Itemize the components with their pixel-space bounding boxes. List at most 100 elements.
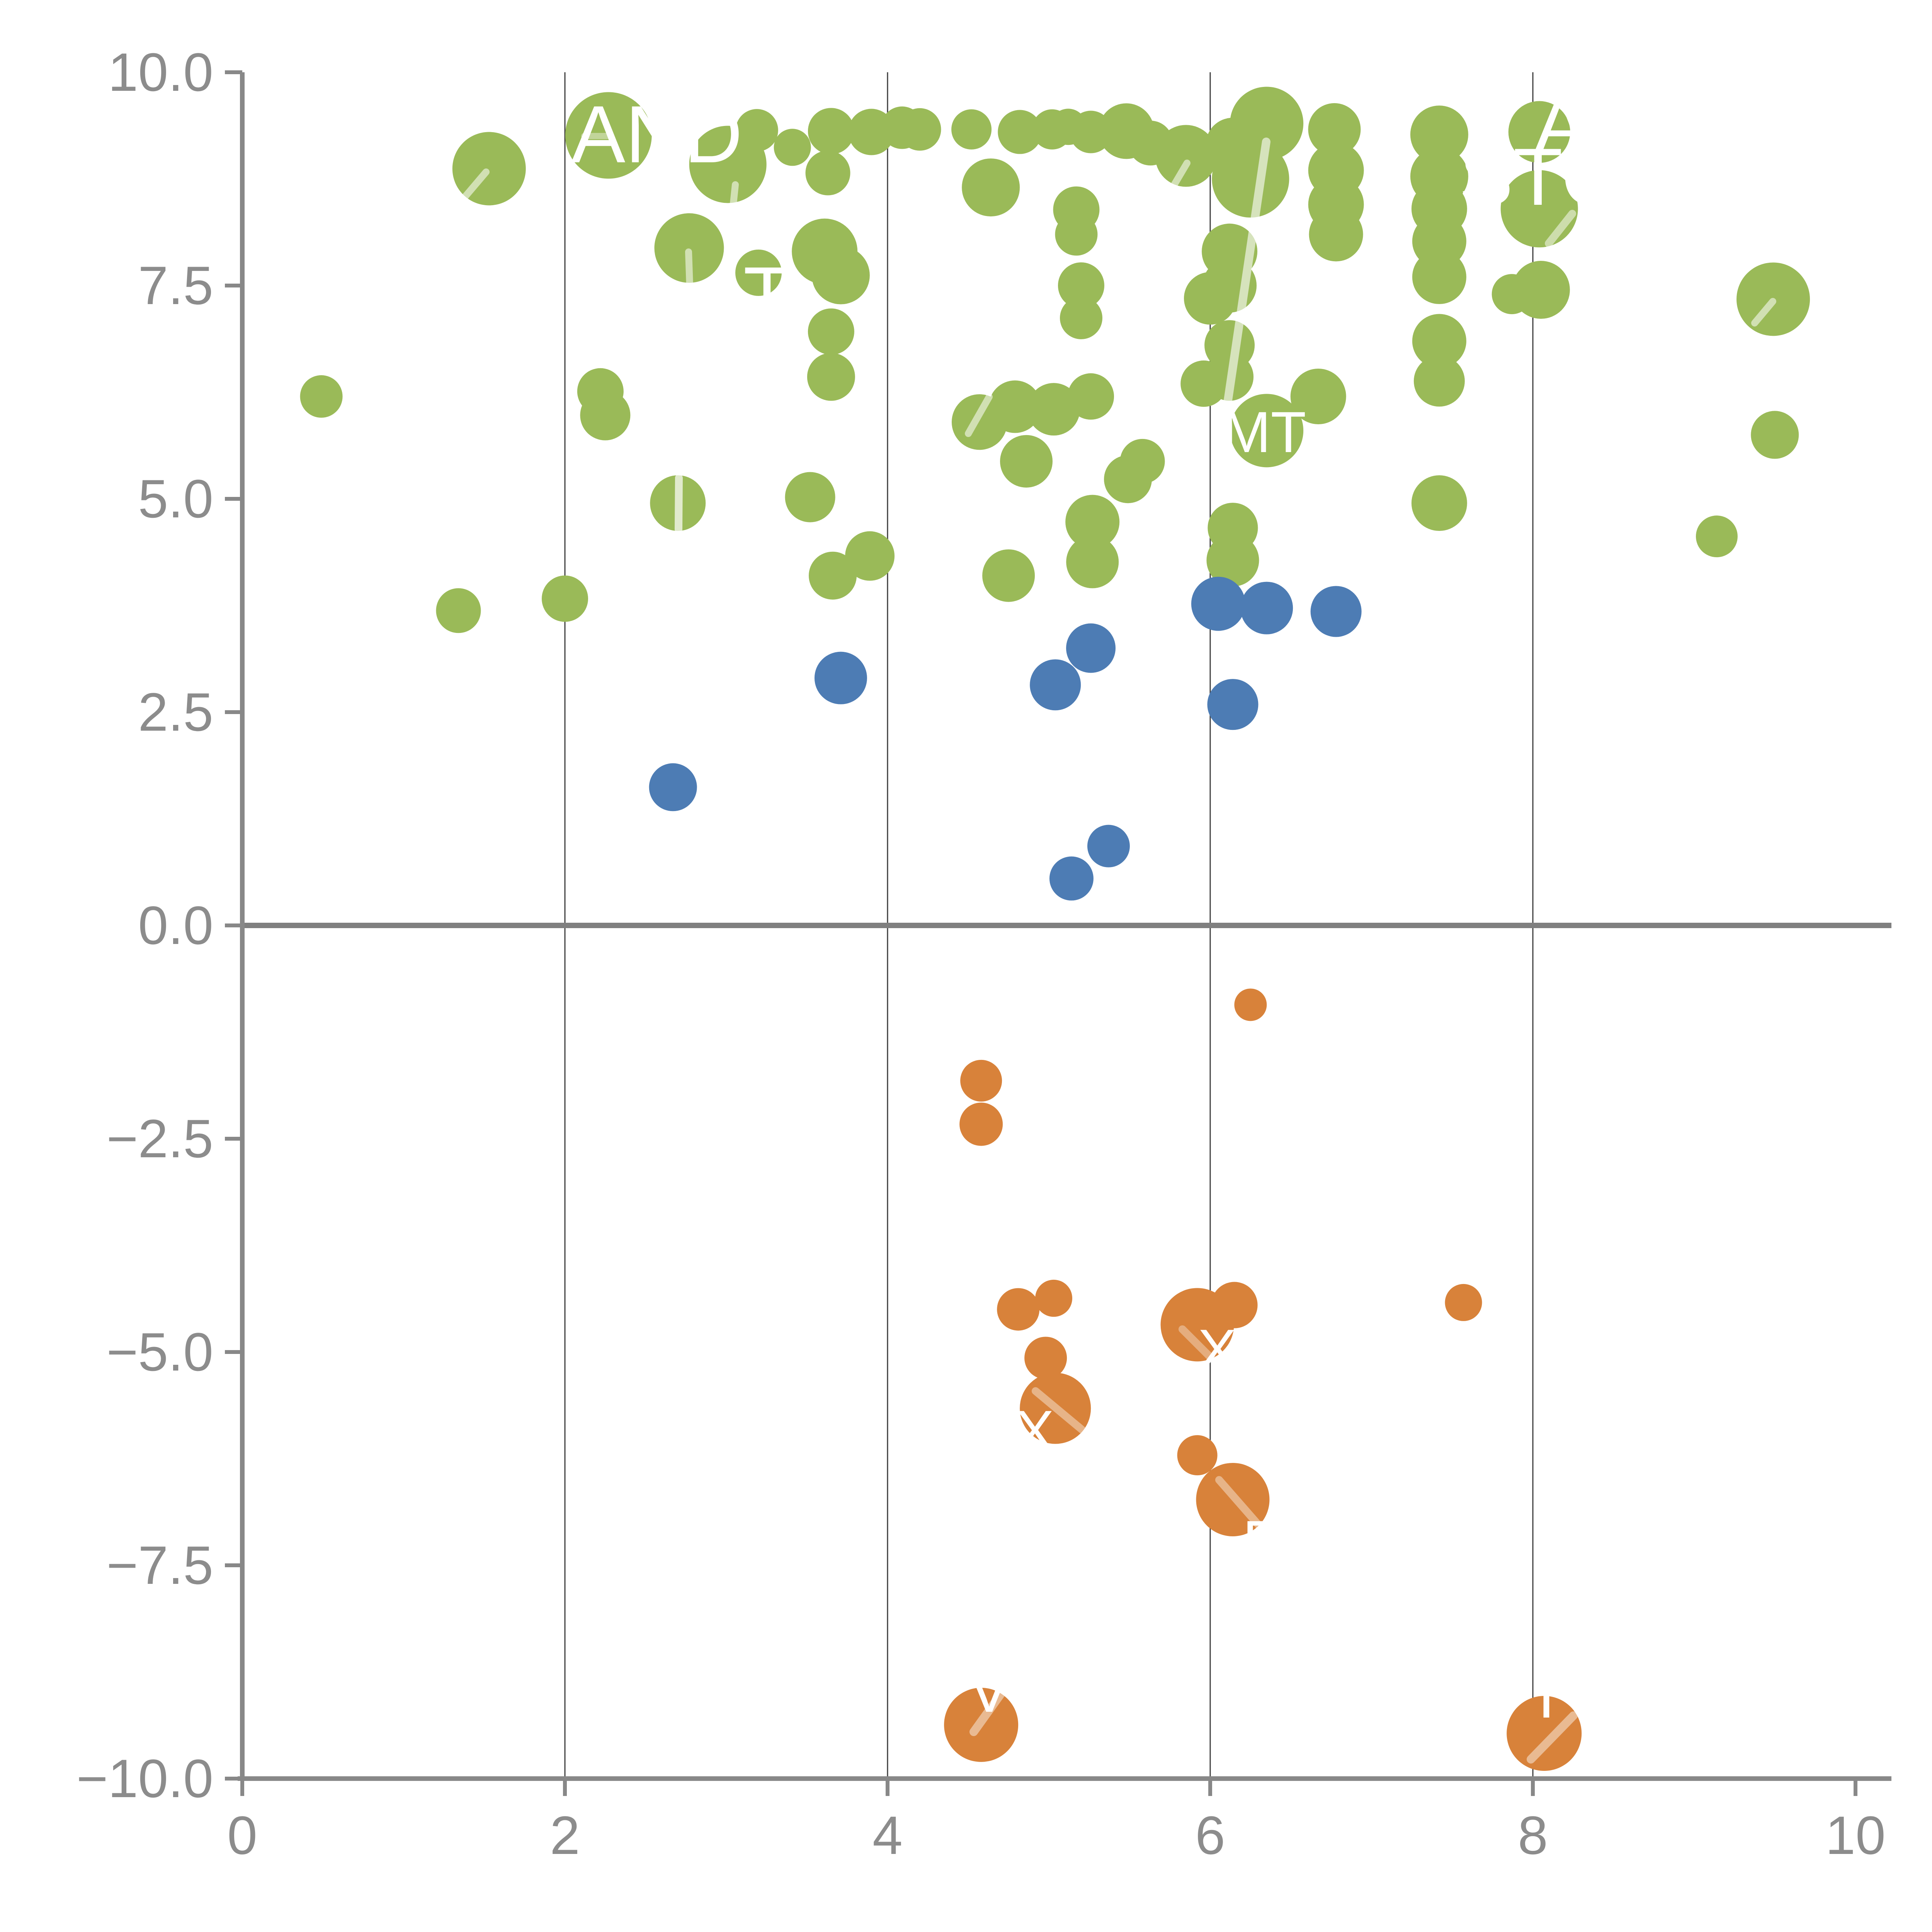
group-green-data-point[interactable] [1413,355,1465,407]
group-green-data-point[interactable] [1751,411,1799,459]
label-stroke [965,393,993,437]
group-green-data-point[interactable] [1000,435,1053,488]
group-green-data-point[interactable] [1155,125,1217,187]
group-blue-data-point[interactable] [1030,659,1081,711]
group-blue-data-point[interactable] [1191,577,1245,631]
group-green-data-point[interactable] [982,549,1035,602]
group-green-data-point[interactable] [735,249,782,296]
group-blue-data-point[interactable] [649,763,697,811]
group-orange-data-point[interactable] [1020,1372,1091,1444]
x-tick-label: 0 [227,1805,257,1866]
label-stroke [1162,160,1190,202]
bubble-label: V [969,1656,1010,1725]
group-orange-data-point[interactable] [960,1060,1002,1102]
group-green-data-point[interactable] [1180,360,1227,407]
group-green-data-point[interactable] [808,308,854,355]
group-green-series [300,87,1810,633]
group-green-data-point[interactable] [735,109,778,152]
group-green-data-point[interactable] [1027,383,1080,436]
y-tick-label: 0.0 [138,895,213,956]
group-blue-data-point[interactable] [814,651,867,704]
group-green-data-point[interactable] [565,92,652,179]
group-orange-data-point[interactable] [1035,1279,1073,1317]
group-green-data-point[interactable] [300,375,343,418]
bubble-label: A [1534,79,1588,170]
bubble-label: I [1538,1662,1555,1731]
group-green-data-point[interactable] [1058,262,1104,309]
group-green-data-point[interactable] [998,110,1042,154]
group-green-data-point[interactable] [1696,515,1738,558]
group-orange-data-point[interactable] [1196,1463,1270,1536]
group-green-data-point[interactable] [1290,369,1346,425]
group-green-data-point[interactable] [1412,250,1466,304]
x-tick-label: 8 [1518,1805,1548,1866]
group-orange-data-point[interactable] [944,1687,1019,1762]
label-stroke [685,248,694,300]
group-green-data-point[interactable] [1212,140,1289,218]
y-tick-label: −2.5 [107,1108,213,1169]
group-green-data-point[interactable] [1230,394,1304,468]
group-green-data-point[interactable] [1068,373,1114,420]
group-green-data-point[interactable] [811,246,870,304]
group-green-data-point[interactable] [898,108,941,151]
group-green-data-point[interactable] [1066,536,1119,588]
group-blue-series [649,577,1362,901]
group-green-data-point[interactable] [542,575,588,622]
group-green-data-point[interactable] [774,129,811,166]
group-green-data-point[interactable] [1206,534,1259,587]
group-green-data-point[interactable] [951,109,992,150]
group-green-data-point[interactable] [1055,213,1098,256]
group-blue-data-point[interactable] [1240,582,1293,634]
group-blue-data-point[interactable] [1310,586,1362,637]
label-stroke [1215,1476,1264,1530]
group-orange-data-point[interactable] [1024,1337,1067,1379]
axes: 10.0 7.5 5.0 2.5 0.0 −2.5 −5.0 −7.5 −10.00 2 4 6 8 10 [77,42,1891,1866]
y-tick-label: 2.5 [138,682,213,742]
bubble-label: AND [571,89,742,180]
y-tick-label: 10.0 [108,42,213,102]
label-stroke [1545,210,1576,247]
group-green-data-point[interactable] [845,531,895,581]
group-green-data-point[interactable] [1508,101,1570,163]
y-tick-label: −7.5 [107,1535,213,1595]
group-green-data-point[interactable] [962,158,1020,217]
group-green-data-point[interactable] [1120,439,1165,484]
label-stroke [727,181,739,232]
bubble-label: T [743,251,791,337]
group-blue-data-point[interactable] [1207,679,1259,730]
group-green-data-point[interactable] [785,472,835,522]
group-green-data-point[interactable] [1411,475,1467,531]
group-green-data-point[interactable] [807,353,855,401]
group-blue-data-point[interactable] [1049,856,1094,901]
group-green-data-point[interactable] [1492,274,1532,315]
group-orange-data-point[interactable] [959,1102,1003,1146]
group-green-data-point[interactable] [809,551,857,600]
group-orange-data-point[interactable] [1234,988,1267,1021]
label-stroke [1032,1387,1086,1434]
group-green-data-point[interactable] [580,390,631,440]
group-orange-data-point[interactable] [1445,1284,1482,1321]
group-green-data-point[interactable] [1309,207,1363,262]
group-green-data-point[interactable] [1308,103,1361,156]
group-green-data-point[interactable] [808,108,854,155]
group-green-data-point[interactable] [1060,296,1102,339]
group-orange-data-point[interactable] [1211,1282,1258,1328]
group-green-data-point[interactable] [436,588,481,633]
label-stroke [1221,138,1270,420]
group-green-data-point[interactable] [654,213,724,283]
group-blue-data-point[interactable] [1087,825,1130,867]
group-orange-data-point[interactable] [997,1288,1040,1331]
group-orange-data-point[interactable] [1507,1696,1582,1771]
y-tick-label: −10.0 [77,1748,213,1809]
group-blue-data-point[interactable] [1066,623,1116,673]
group-green-data-point[interactable] [1065,495,1120,549]
group-green-data-point[interactable] [1410,105,1468,164]
group-green-data-point[interactable] [805,150,850,196]
group-green-data-point[interactable] [1412,314,1466,368]
bubble-label: F [1243,1509,1278,1573]
group-orange-data-point[interactable] [1177,1435,1218,1476]
x-tick-label: 4 [872,1805,903,1866]
group-green-data-point[interactable] [988,380,1041,433]
y-tick-label: 7.5 [138,255,213,316]
